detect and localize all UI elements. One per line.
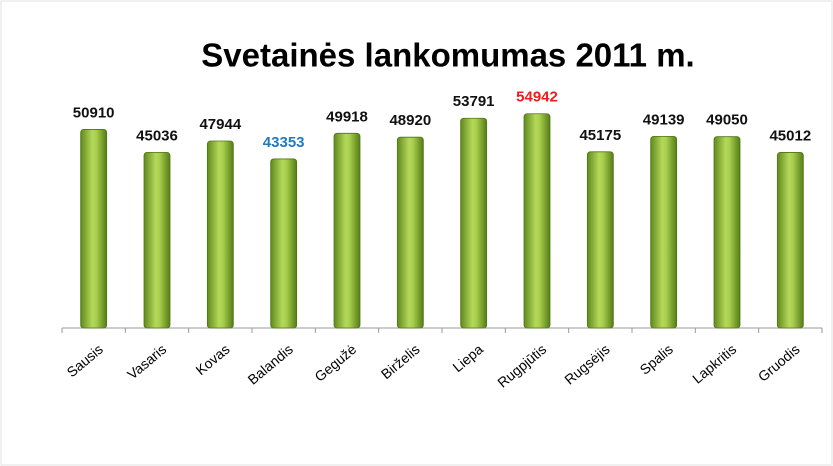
chart-title: Svetainės lankomumas 2011 m. — [201, 37, 694, 74]
value-label: 43353 — [263, 134, 305, 151]
bar — [586, 151, 614, 329]
bar — [396, 136, 424, 329]
value-label: 49139 — [643, 111, 685, 128]
value-label: 54942 — [516, 89, 558, 106]
bar — [713, 136, 741, 329]
value-label: 45036 — [136, 127, 178, 144]
bar — [206, 140, 234, 329]
value-label: 45175 — [579, 127, 621, 144]
bar — [80, 129, 108, 329]
bar — [270, 158, 298, 329]
bar — [650, 135, 678, 329]
bar — [143, 151, 171, 329]
bar — [776, 152, 804, 329]
value-label: 49050 — [706, 112, 748, 129]
value-label: 53791 — [453, 93, 495, 110]
value-label: 48920 — [389, 112, 431, 129]
value-label: 50910 — [73, 104, 115, 121]
value-label: 45012 — [769, 127, 811, 144]
value-label: 47944 — [199, 116, 241, 133]
value-label: 49918 — [326, 108, 368, 125]
bar — [333, 132, 361, 329]
bar — [460, 117, 488, 329]
bar — [523, 113, 551, 329]
